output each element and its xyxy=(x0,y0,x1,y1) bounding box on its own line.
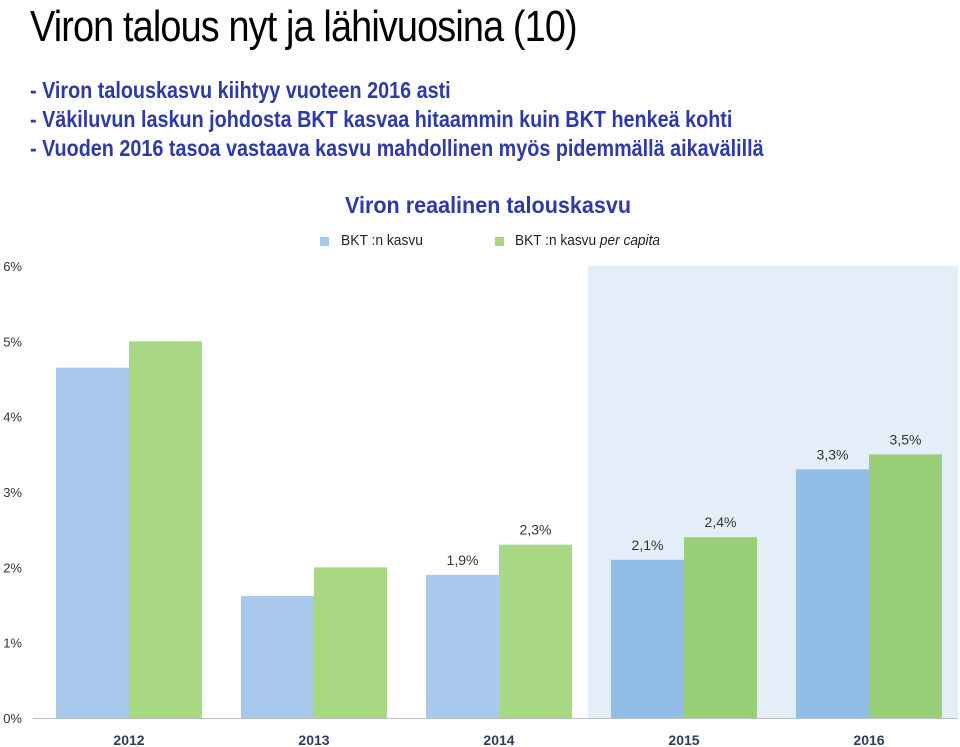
data-label: 1,9% xyxy=(447,552,479,568)
legend-swatch-bkt xyxy=(320,237,329,246)
legend-label-per-capita: BKT :n kasvu per capita xyxy=(515,232,660,249)
legend-label-bkt: BKT :n kasvu xyxy=(341,232,423,249)
y-tick-label: 6% xyxy=(3,259,22,274)
bullet-item: - Vuoden 2016 tasoa vastaava kasvu mahdo… xyxy=(30,135,764,161)
chart-title: Viron reaalinen talouskasvu xyxy=(345,192,631,218)
bar xyxy=(129,341,202,718)
growth-bar-chart: Viron reaalinen talouskasvu BKT :n kasvu… xyxy=(3,192,958,747)
bar xyxy=(56,367,129,718)
bullet-item: - Väkiluvun laskun johdosta BKT kasvaa h… xyxy=(30,106,733,132)
y-axis: 0% 1% 2% 3% 4% 5% 6% xyxy=(3,259,22,726)
y-tick-label: 5% xyxy=(3,334,22,349)
bar xyxy=(314,567,387,718)
legend-swatch-per-capita xyxy=(495,237,504,246)
data-labels: 1,9% 2,3% 2,1% 2,4% 3,3% 3,5% xyxy=(447,431,922,568)
bar xyxy=(241,595,314,718)
data-label: 2,3% xyxy=(520,522,552,538)
slide-title: Viron talous nyt ja lähivuosina (10) xyxy=(30,2,578,51)
data-label: 3,3% xyxy=(817,446,849,462)
data-label: 2,4% xyxy=(705,514,737,530)
bar xyxy=(869,454,942,718)
y-tick-label: 4% xyxy=(3,410,22,425)
x-tick-label: 2014 xyxy=(483,732,514,747)
x-tick-label: 2012 xyxy=(113,732,144,747)
y-tick-label: 3% xyxy=(3,485,22,500)
legend-label-italic: per capita xyxy=(599,232,660,249)
x-tick-label: 2016 xyxy=(853,732,884,747)
bullet-list: - Viron talouskasvu kiihtyy vuoteen 2016… xyxy=(30,76,883,163)
bar xyxy=(426,574,499,718)
y-tick-label: 2% xyxy=(3,560,22,575)
data-label: 2,1% xyxy=(632,537,664,553)
data-label: 3,5% xyxy=(890,431,922,447)
bullet-item: - Viron talouskasvu kiihtyy vuoteen 2016… xyxy=(30,77,451,103)
bar xyxy=(684,537,757,718)
bar xyxy=(796,469,869,718)
y-tick-label: 1% xyxy=(3,636,22,651)
legend: BKT :n kasvu BKT :n kasvu per capita xyxy=(320,232,660,249)
bar xyxy=(611,559,684,718)
bar xyxy=(499,544,572,718)
x-axis: 2012 2013 2014 2015 2016 xyxy=(33,718,958,747)
legend-label-main: BKT :n kasvu xyxy=(515,232,600,249)
x-tick-label: 2015 xyxy=(668,732,699,747)
bars xyxy=(56,341,942,718)
y-tick-label: 0% xyxy=(3,711,22,726)
x-tick-label: 2013 xyxy=(298,732,329,747)
